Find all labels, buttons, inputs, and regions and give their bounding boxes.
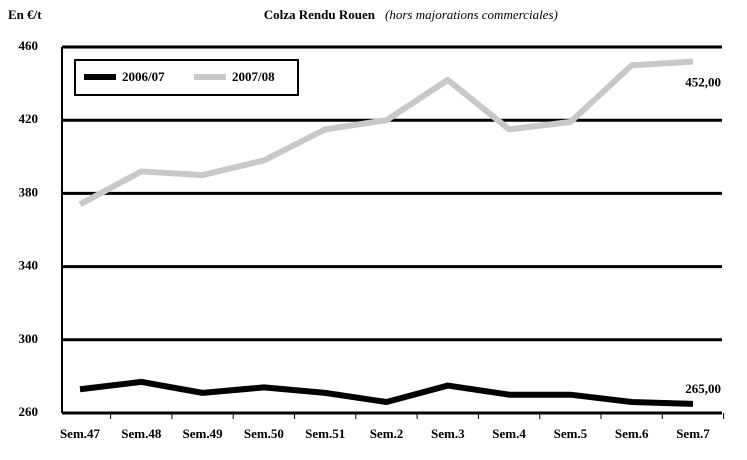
y-tick-label: 260 — [19, 404, 39, 419]
x-tick-label: Sem.2 — [370, 426, 404, 441]
x-tick-label: Sem.3 — [431, 426, 465, 441]
y-tick-label: 300 — [19, 331, 39, 346]
x-tick-label: Sem.47 — [60, 426, 101, 441]
chart-title: Colza Rendu Rouen — [264, 7, 376, 22]
x-tick-label: Sem.49 — [183, 426, 224, 441]
x-tick-label: Sem.6 — [615, 426, 649, 441]
x-tick-label: Sem.7 — [676, 426, 710, 441]
x-tick-label: Sem.4 — [492, 426, 526, 441]
legend-label: 2007/08 — [232, 69, 275, 84]
y-tick-label: 340 — [19, 258, 39, 273]
legend-label: 2006/07 — [122, 69, 165, 84]
series-line — [79, 378, 694, 407]
y-axis-label: En €/t — [8, 7, 42, 22]
y-tick-label: 460 — [19, 38, 39, 53]
chart-subtitle: (hors majorations commerciales) — [385, 7, 558, 22]
x-tick-label: Sem.50 — [244, 426, 284, 441]
y-tick-label: 420 — [19, 111, 39, 126]
value-label: 265,00 — [685, 381, 721, 396]
x-tick-label: Sem.51 — [305, 426, 345, 441]
x-tick-label: Sem.5 — [554, 426, 588, 441]
x-tick-label: Sem.48 — [121, 426, 162, 441]
y-tick-label: 380 — [19, 184, 39, 199]
value-label: 452,00 — [685, 75, 721, 90]
series-line — [78, 58, 694, 208]
